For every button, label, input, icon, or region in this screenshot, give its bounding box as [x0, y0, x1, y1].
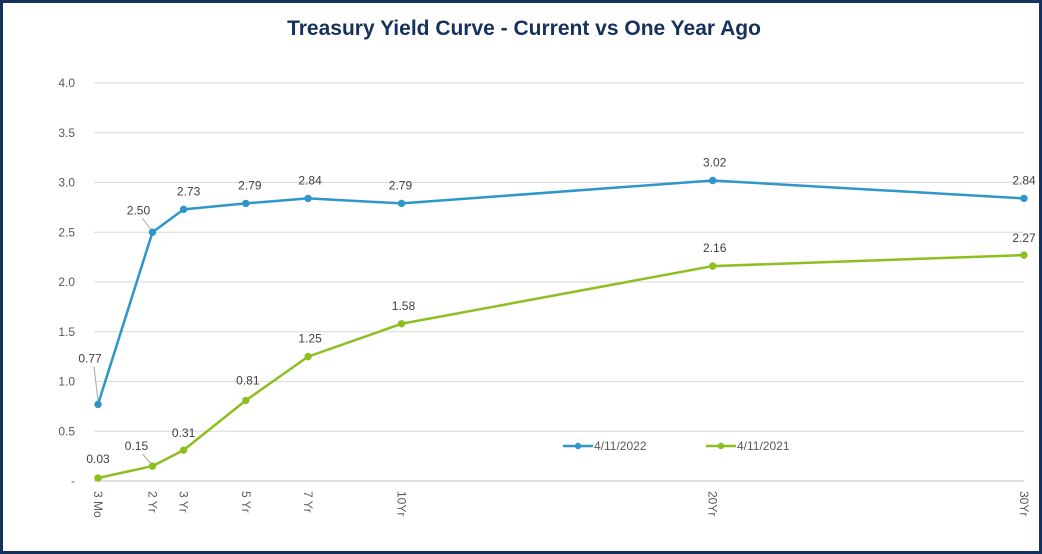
data-point	[304, 352, 312, 361]
data-point	[179, 205, 188, 214]
data-point	[242, 396, 250, 405]
chart-title: Treasury Yield Curve - Current vs One Ye…	[287, 17, 761, 40]
x-tick-label: 5 Yr	[239, 491, 253, 513]
y-tick-label: 1.5	[58, 325, 75, 339]
y-tick-label: -	[71, 474, 75, 488]
label-leader-line	[142, 217, 151, 230]
legend-label: 4/11/2021	[737, 439, 790, 453]
y-axis-ticks: - 0.5 1.0 1.5 2.0 2.5 3.0 3.5 4.0	[58, 76, 75, 488]
data-label: 1.58	[392, 299, 416, 313]
x-tick-label: 20Yr	[706, 491, 720, 516]
data-label: 2.79	[238, 178, 262, 192]
legend-label: 4/11/2022	[594, 439, 647, 453]
label-leader-line	[93, 366, 99, 401]
data-label: 0.31	[172, 426, 196, 440]
x-tick-label: 2 Yr	[145, 491, 159, 513]
x-tick-label: 3 Yr	[177, 491, 191, 513]
y-tick-label: 3.0	[58, 176, 75, 190]
legend-marker	[574, 442, 582, 450]
label-leader-line	[142, 453, 151, 464]
data-point	[94, 474, 102, 482]
x-tick-label: 10Yr	[394, 491, 408, 516]
x-axis-ticks: 3 Mo 2 Yr 3 Yr 5 Yr 7 Yr 10Yr 20Yr 30Yr	[91, 491, 1031, 518]
series-lines	[94, 176, 1028, 482]
legend: 4/11/2022 4/11/2021	[563, 439, 790, 453]
data-point	[709, 176, 717, 185]
data-point	[709, 262, 717, 270]
series-line-2	[97, 253, 1025, 480]
data-point	[179, 446, 188, 454]
data-label: 2.73	[177, 184, 201, 198]
data-point	[1020, 194, 1028, 203]
data-label: 2.84	[1012, 173, 1036, 187]
data-point	[94, 400, 102, 409]
series-line-1	[96, 179, 1025, 405]
y-tick-label: 4.0	[58, 76, 75, 90]
data-label: 0.81	[236, 373, 260, 387]
data-point	[397, 199, 406, 208]
data-label: 0.77	[78, 351, 102, 365]
data-label: 2.84	[298, 173, 322, 187]
y-tick-label: 1.0	[58, 375, 75, 389]
x-tick-label: 3 Mo	[91, 491, 105, 518]
y-tick-label: 3.5	[58, 126, 75, 140]
data-label: 2.79	[389, 178, 413, 192]
x-tick-label: 30Yr	[1017, 491, 1031, 516]
data-point	[304, 194, 312, 203]
data-label: 0.15	[125, 439, 149, 453]
y-tick-label: 0.5	[58, 424, 75, 438]
gridlines	[94, 82, 1024, 482]
y-tick-label: 2.0	[58, 275, 75, 289]
data-label: 2.16	[703, 241, 727, 255]
data-label: 1.25	[298, 332, 322, 346]
data-point	[148, 462, 157, 470]
legend-marker	[717, 442, 725, 450]
x-tick-label: 7 Yr	[301, 491, 315, 513]
data-point	[1020, 251, 1028, 259]
data-label: 3.02	[703, 156, 727, 170]
data-label: 2.50	[127, 203, 151, 217]
data-label: 2.27	[1012, 231, 1036, 245]
data-point	[397, 320, 406, 328]
data-labels: 0.77 2.50 2.73 2.79 2.84 2.79 3.02 2.84 0.03 0.15…	[78, 156, 1036, 467]
y-tick-label: 2.5	[58, 225, 75, 239]
data-label: 0.03	[86, 452, 110, 466]
data-point	[148, 228, 157, 236]
data-point	[242, 199, 250, 208]
